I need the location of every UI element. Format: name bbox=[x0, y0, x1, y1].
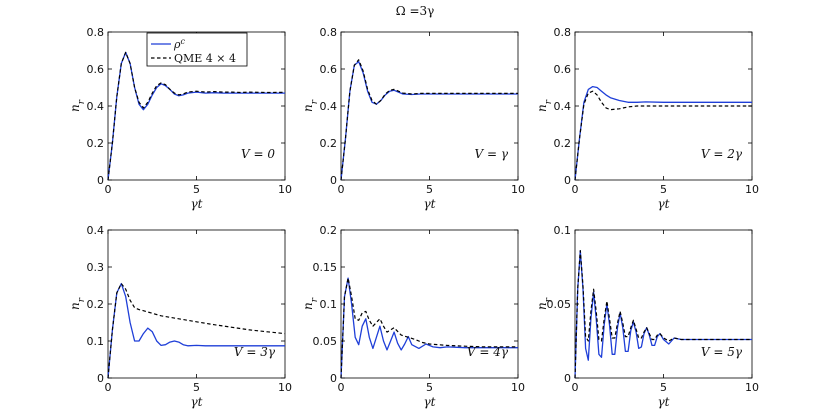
x-tick-label: 0 bbox=[105, 381, 112, 394]
series-line-rho bbox=[574, 250, 752, 379]
x-tick-label: 5 bbox=[193, 381, 200, 394]
y-tick-label: 0 bbox=[564, 372, 571, 385]
x-tick-label: 10 bbox=[745, 381, 759, 394]
y-axis-label: nr bbox=[68, 297, 87, 310]
figure-title: Ω =3γ bbox=[396, 4, 435, 18]
y-tick-label: 0.3 bbox=[87, 261, 105, 274]
series-line-rho bbox=[340, 277, 518, 379]
y-axis-label: nr bbox=[535, 99, 554, 112]
y-axis-label: nr bbox=[301, 297, 320, 310]
x-tick-label: 5 bbox=[660, 183, 667, 196]
x-tick-label: 0 bbox=[338, 183, 345, 196]
y-tick-label: 0.8 bbox=[87, 26, 105, 39]
y-tick-label: 0 bbox=[330, 174, 337, 187]
y-tick-label: 0 bbox=[97, 174, 104, 187]
y-axis-label: nr bbox=[535, 297, 554, 310]
x-tick-label: 5 bbox=[426, 381, 433, 394]
y-tick-label: 0.6 bbox=[320, 63, 338, 76]
y-axis-label: nr bbox=[301, 99, 320, 112]
y-tick-label: 0.2 bbox=[554, 137, 572, 150]
x-tick-label: 10 bbox=[278, 381, 292, 394]
x-tick-label: 0 bbox=[338, 381, 345, 394]
y-tick-label: 0.1 bbox=[320, 298, 338, 311]
x-axis-label: γt bbox=[658, 197, 670, 211]
axes-frame bbox=[340, 31, 519, 181]
panel-annotation: V = 0 bbox=[241, 147, 275, 161]
x-tick-label: 5 bbox=[660, 381, 667, 394]
panel-annotation: V = 5γ bbox=[701, 345, 743, 359]
x-tick-label: 10 bbox=[511, 381, 525, 394]
y-tick-label: 0 bbox=[564, 174, 571, 187]
x-tick-label: 10 bbox=[745, 183, 759, 196]
x-tick-label: 0 bbox=[572, 381, 579, 394]
y-tick-label: 0.6 bbox=[554, 63, 572, 76]
y-tick-label: 0.1 bbox=[87, 335, 105, 348]
x-axis-label: γt bbox=[191, 395, 203, 409]
series-line-rho bbox=[574, 85, 752, 181]
chart-panel-3: 0 5 10 0 0.2 0.4 0.6 0.8 γt nr V = 2γ bbox=[535, 26, 759, 211]
x-axis-label: γt bbox=[191, 197, 203, 211]
x-tick-label: 10 bbox=[511, 183, 525, 196]
panel-annotation: V = 3γ bbox=[234, 345, 276, 359]
y-axis-label: nr bbox=[68, 99, 87, 112]
y-tick-label: 0.4 bbox=[554, 100, 572, 113]
y-tick-label: 0.4 bbox=[87, 100, 105, 113]
axes-frame bbox=[574, 229, 753, 379]
axes-frame bbox=[574, 31, 753, 181]
series-line-qme bbox=[107, 51, 286, 181]
y-tick-label: 0.4 bbox=[320, 100, 338, 113]
x-tick-label: 5 bbox=[426, 183, 433, 196]
y-tick-label: 0 bbox=[97, 372, 104, 385]
chart-panel-6: 0 5 10 0 0.05 0.1 γt nr V = 5γ bbox=[535, 224, 759, 409]
y-tick-label: 0.1 bbox=[554, 224, 572, 237]
x-axis-label: γt bbox=[424, 395, 436, 409]
panel-annotation: V = 4γ bbox=[467, 345, 509, 359]
series-line-qme bbox=[574, 250, 752, 379]
axes-frame bbox=[340, 229, 519, 379]
legend-label-qme: QME 4 × 4 bbox=[174, 52, 236, 65]
y-tick-label: 0.4 bbox=[87, 224, 105, 237]
y-tick-label: 0.15 bbox=[313, 261, 338, 274]
y-tick-label: 0.8 bbox=[554, 26, 572, 39]
panel-annotation: V = γ bbox=[474, 147, 508, 161]
x-tick-label: 10 bbox=[278, 183, 292, 196]
y-tick-label: 0.05 bbox=[547, 298, 572, 311]
y-tick-label: 0.2 bbox=[320, 137, 338, 150]
panel-annotation: V = 2γ bbox=[701, 147, 743, 161]
x-tick-label: 0 bbox=[572, 183, 579, 196]
y-tick-label: 0.2 bbox=[87, 298, 105, 311]
chart-panel-5: 0 5 10 0 0.05 0.1 0.15 0.2 γt nr V = 4γ bbox=[301, 224, 525, 409]
chart-panel-4: 0 5 10 0 0.1 0.2 0.3 0.4 γt nr V = 3γ bbox=[68, 224, 292, 409]
x-tick-label: 5 bbox=[193, 183, 200, 196]
series-line-rho bbox=[107, 282, 285, 379]
y-tick-label: 0.8 bbox=[320, 26, 338, 39]
series-line-qme bbox=[340, 59, 518, 181]
y-tick-label: 0 bbox=[330, 372, 337, 385]
series-line-qme bbox=[574, 90, 752, 181]
y-tick-label: 0.05 bbox=[313, 335, 338, 348]
chart-panel-2: 0 5 10 0 0.2 0.4 0.6 0.8 γt nr V = γ bbox=[301, 26, 525, 211]
x-axis-label: γt bbox=[658, 395, 670, 409]
axes-frame bbox=[107, 229, 286, 379]
y-tick-label: 0.2 bbox=[320, 224, 338, 237]
legend-box bbox=[146, 32, 248, 67]
y-tick-label: 0.6 bbox=[87, 63, 105, 76]
y-tick-label: 0.2 bbox=[87, 137, 105, 150]
legend-label-rho: ρc bbox=[173, 37, 185, 52]
x-axis-label: γt bbox=[424, 197, 436, 211]
x-tick-label: 0 bbox=[105, 183, 112, 196]
